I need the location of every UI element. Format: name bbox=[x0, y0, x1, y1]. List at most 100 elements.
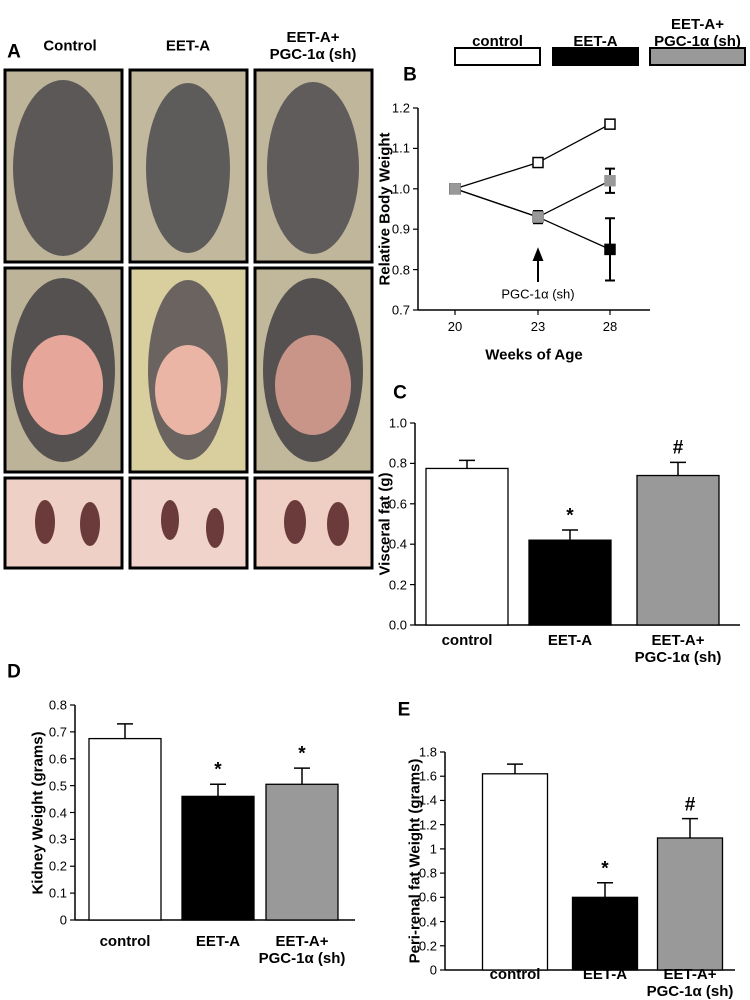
photo bbox=[3, 476, 124, 570]
bar bbox=[636, 474, 720, 626]
y-tick-label: 1.2 bbox=[418, 817, 437, 833]
photo-content bbox=[80, 502, 100, 546]
photo-content bbox=[267, 82, 359, 254]
y-tick-label: 0.5 bbox=[48, 778, 67, 794]
bar bbox=[425, 467, 509, 626]
y-tick-label: 0.8 bbox=[418, 865, 437, 881]
point bbox=[532, 156, 544, 169]
annotation-arrow bbox=[532, 247, 544, 282]
panel-label: A bbox=[7, 41, 21, 63]
x-tick-label: 28 bbox=[602, 319, 618, 334]
photo-content bbox=[284, 500, 306, 544]
legend-swatch bbox=[552, 47, 639, 66]
point bbox=[532, 211, 544, 223]
y-tick-label: 0.0 bbox=[388, 617, 407, 633]
error-bar bbox=[117, 723, 133, 739]
y-tick-label: 0.4 bbox=[418, 914, 437, 930]
y-tick-label: 0.4 bbox=[388, 536, 407, 552]
significance-label: # bbox=[672, 437, 684, 459]
significance-label: * bbox=[601, 858, 609, 880]
photo-content bbox=[13, 80, 113, 256]
photo-content bbox=[327, 502, 349, 546]
y-tick-label: 0.6 bbox=[48, 751, 67, 767]
point bbox=[449, 183, 461, 195]
y-tick-label: 0.2 bbox=[388, 577, 407, 593]
point bbox=[604, 118, 616, 130]
x-tick-label: EET-A+ PGC-1α (sh) bbox=[258, 933, 346, 967]
point bbox=[604, 243, 616, 256]
photo-content bbox=[161, 500, 179, 540]
legend-swatch bbox=[649, 47, 746, 66]
panel-label: C bbox=[393, 382, 407, 404]
photo bbox=[253, 476, 374, 570]
photo-content bbox=[35, 500, 55, 544]
y-tick-label: 1 bbox=[429, 841, 437, 857]
panel-label: B bbox=[403, 64, 417, 86]
y-tick-label: 0.2 bbox=[418, 938, 437, 954]
bar bbox=[528, 539, 612, 626]
panel-label: E bbox=[397, 699, 411, 721]
y-axis-label: Kidney Weight (grams) bbox=[29, 730, 47, 895]
significance-label: * bbox=[566, 505, 574, 527]
point bbox=[604, 174, 616, 187]
y-tick-label: 1.4 bbox=[418, 792, 437, 808]
x-tick-label: 23 bbox=[530, 319, 546, 334]
y-tick-label: 0.6 bbox=[388, 496, 407, 512]
y-tick-label: 0.6 bbox=[418, 889, 437, 905]
photo-grid bbox=[3, 68, 374, 570]
error-bar bbox=[507, 763, 523, 774]
y-tick-label: 0 bbox=[59, 912, 67, 928]
error-bar bbox=[597, 882, 613, 898]
panel-label: D bbox=[7, 661, 21, 683]
series-line bbox=[454, 123, 611, 190]
y-tick-label: 1.0 bbox=[388, 415, 407, 431]
y-tick-label: 0.9 bbox=[391, 221, 410, 237]
x-tick-label: EET-A+ PGC-1α (sh) bbox=[634, 632, 722, 666]
bar bbox=[571, 896, 639, 971]
bar bbox=[181, 795, 255, 921]
error-bar bbox=[682, 817, 698, 838]
legend-label: EET-A+ PGC-1α (sh) bbox=[654, 16, 741, 50]
legend-label: control bbox=[472, 33, 523, 50]
y-tick-label: 1.1 bbox=[391, 140, 410, 156]
bar bbox=[88, 737, 162, 921]
y-tick-label: 0.8 bbox=[391, 262, 410, 278]
photo-content bbox=[146, 83, 230, 253]
column-label: EET-A bbox=[165, 37, 211, 55]
bar bbox=[656, 837, 724, 971]
legend-swatch bbox=[454, 47, 541, 66]
x-tick-label: EET-A bbox=[547, 632, 593, 649]
y-tick-label: 1.8 bbox=[418, 744, 437, 760]
y-tick-label: 0.8 bbox=[388, 455, 407, 471]
y-tick-label: 0.1 bbox=[48, 885, 67, 901]
error-bar bbox=[670, 461, 686, 476]
y-tick-label: 0.4 bbox=[48, 805, 67, 820]
x-axis-label: Weeks of Age bbox=[485, 346, 583, 364]
y-axis-label: Peri-renal fat Weight (grams) bbox=[406, 758, 424, 964]
x-tick-label: EET-A+ PGC-1α (sh) bbox=[646, 966, 734, 1000]
y-axis-label: Visceral fat (g) bbox=[376, 472, 394, 576]
x-tick-label: EET-A bbox=[582, 966, 628, 983]
legend-label: EET-A bbox=[573, 33, 618, 50]
y-tick-label: 1.0 bbox=[391, 181, 410, 197]
column-label: EET-A+ PGC-1α (sh) bbox=[269, 29, 357, 63]
photo-content bbox=[275, 335, 351, 435]
bar bbox=[265, 783, 339, 921]
error-bar bbox=[459, 459, 475, 469]
y-tick-label: 0 bbox=[429, 962, 437, 978]
photo-content bbox=[23, 335, 103, 435]
y-tick-label: 0.7 bbox=[48, 724, 67, 740]
x-tick-label: EET-A bbox=[195, 933, 241, 950]
x-tick-label: 20 bbox=[447, 319, 463, 334]
photo bbox=[128, 476, 249, 570]
photo-content bbox=[155, 345, 221, 435]
error-bar bbox=[562, 529, 578, 541]
x-tick-label: control bbox=[99, 933, 151, 950]
significance-label: * bbox=[214, 759, 222, 781]
y-tick-label: 1.6 bbox=[418, 768, 437, 784]
y-tick-label: 1.2 bbox=[391, 100, 410, 116]
y-tick-label: 0.7 bbox=[391, 302, 410, 318]
annotation: PGC-1α (sh) bbox=[501, 286, 575, 302]
